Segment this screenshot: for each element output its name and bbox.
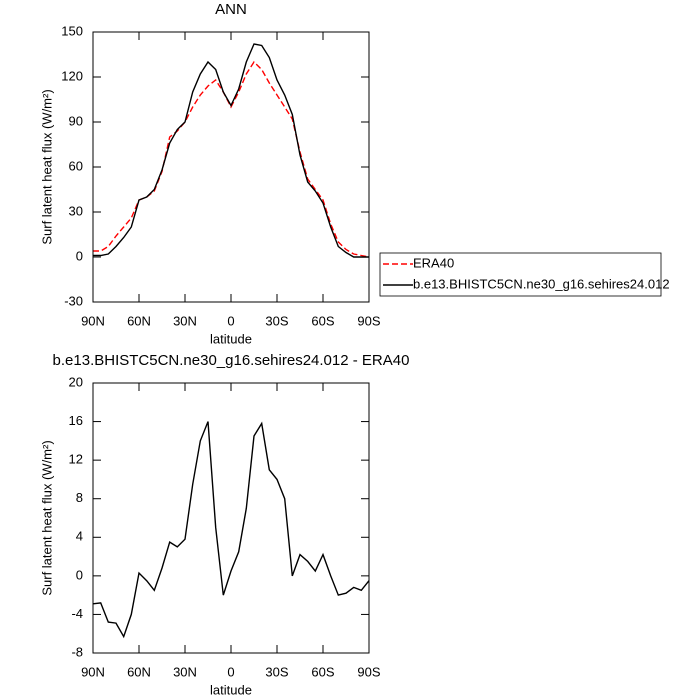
y-tick-label: 12 — [69, 452, 83, 467]
chart-title: b.e13.BHISTC5CN.ne30_g16.sehires24.012 -… — [53, 352, 410, 369]
x-tick-label: 90N — [81, 664, 105, 679]
panel: b.e13.BHISTC5CN.ne30_g16.sehires24.012 -… — [39, 352, 409, 697]
x-axis-label: latitude — [210, 331, 252, 346]
x-tick-label: 30N — [173, 313, 197, 328]
legend: ERA40 b.e13.BHISTC5CN.ne30_g16.sehires24.… — [379, 252, 670, 297]
legend-label: b.e13.BHISTC5CN.ne30_g16.sehires24.012 — [413, 276, 670, 291]
y-axis-label: Surf latent heat flux (W/m²) — [39, 89, 54, 244]
x-tick-label: 60S — [311, 664, 334, 679]
x-tick-label: 90S — [357, 313, 380, 328]
x-tick-label: 30S — [265, 664, 288, 679]
y-tick-label: 0 — [76, 248, 83, 263]
y-tick-label: -30 — [64, 293, 83, 308]
y-tick-label: 8 — [76, 490, 83, 505]
line-series — [93, 60, 370, 258]
line-series — [93, 43, 369, 258]
plot-frame — [92, 31, 370, 303]
y-tick-label: 4 — [76, 529, 83, 544]
panel: ANN latitude Surf latent heat flux (W/m²) -… — [39, 1, 380, 346]
x-tick-label: 90S — [357, 664, 380, 679]
x-tick-label: 0 — [227, 313, 234, 328]
y-tick-label: -8 — [71, 644, 83, 659]
plot-frame — [92, 382, 370, 654]
x-tick-label: 0 — [227, 664, 234, 679]
x-tick-label: 90N — [81, 313, 105, 328]
y-tick-label: 16 — [69, 413, 83, 428]
y-tick-label: 60 — [69, 158, 83, 173]
legend-label: ERA40 — [413, 255, 454, 270]
x-tick-label: 60S — [311, 313, 334, 328]
y-tick-label: 30 — [69, 203, 83, 218]
y-tick-label: 20 — [69, 374, 83, 389]
line-series — [92, 421, 370, 639]
y-tick-label: 120 — [61, 68, 83, 83]
y-tick-label: -4 — [71, 606, 83, 621]
y-tick-label: 0 — [76, 567, 83, 582]
y-tick-label: 90 — [69, 113, 83, 128]
y-axis-label: Surf latent heat flux (W/m²) — [39, 440, 54, 595]
chart-title: ANN — [215, 1, 247, 18]
x-tick-label: 60N — [127, 313, 151, 328]
x-tick-label: 60N — [127, 664, 151, 679]
y-tick-label: 150 — [61, 23, 83, 38]
x-tick-label: 30N — [173, 664, 197, 679]
x-axis-label: latitude — [210, 682, 252, 697]
legend-box — [379, 252, 662, 297]
x-tick-label: 30S — [265, 313, 288, 328]
